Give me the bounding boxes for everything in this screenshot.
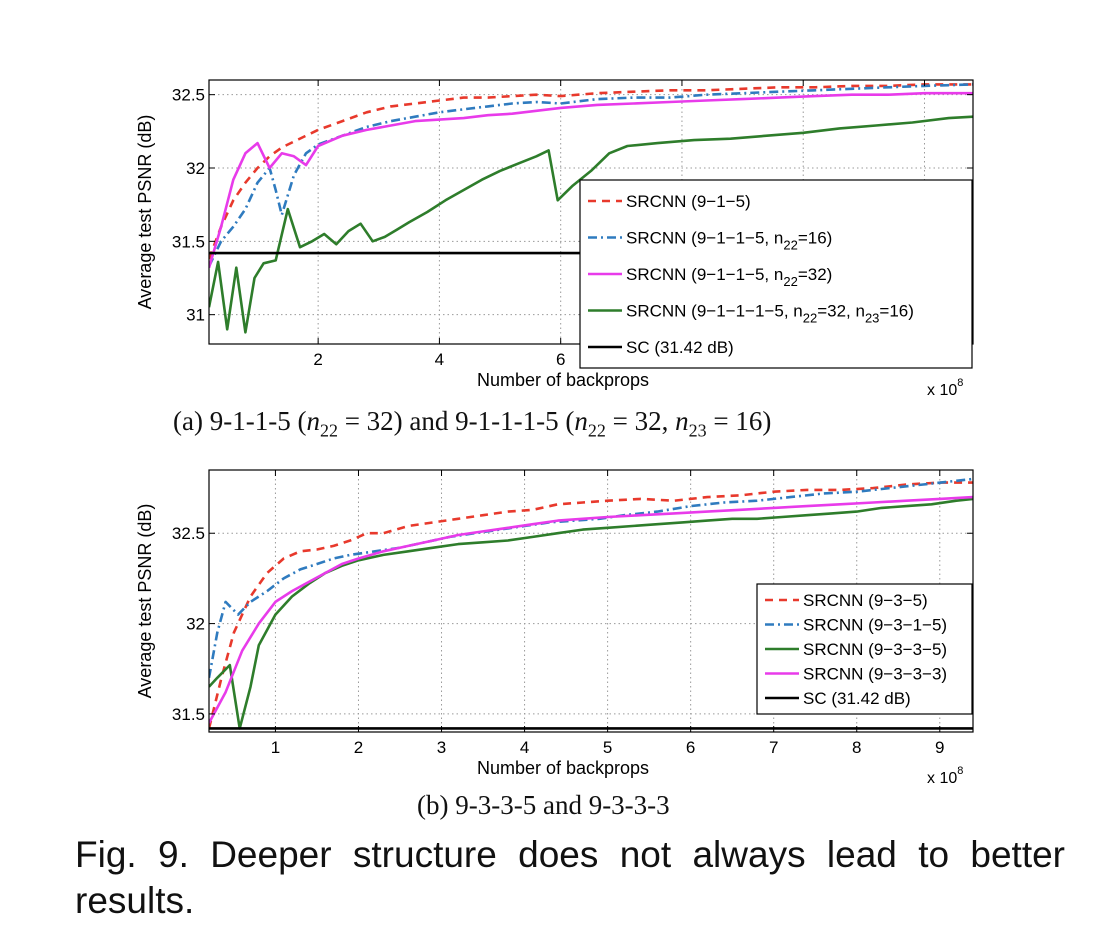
chart2-x-axis-label: Number of backprops <box>477 758 649 778</box>
chart1-legend-text: SRCNN (9−1−5) <box>626 192 751 211</box>
chart1-legend-text: SRCNN (9−1−1−1−5, n <box>626 302 803 321</box>
chart1-legend-text: SRCNN (9−1−1−5, n <box>626 229 783 248</box>
chart1-legend-text: =16) <box>798 229 833 248</box>
chart1-series-line-1 <box>209 83 973 260</box>
chart2-y-tick-label: 31.5 <box>172 705 205 724</box>
chart2-x-multiplier: x 108 <box>927 765 963 787</box>
chart1-legend-text: SC (31.42 dB) <box>626 338 734 357</box>
chart1-legend-label-1: SRCNN (9−1−5) <box>626 192 751 211</box>
chart1-legend-text: =32, n <box>817 302 865 321</box>
chart2-y-axis-label: Average test PSNR (dB) <box>135 504 155 699</box>
chart2-x-multiplier-exp: 8 <box>957 765 963 777</box>
chart2-y-tick-label: 32 <box>186 615 205 634</box>
chart2-x-tick-label: 7 <box>769 738 778 757</box>
chart1-legend-label-4: SRCNN (9−1−1−1−5, n22=32, n23=16) <box>626 302 914 326</box>
chart1-y-tick-label: 32 <box>186 159 205 178</box>
subcaption-b: (b) 9-3-3-5 and 9-3-3-3 <box>417 790 670 820</box>
chart2-legend-label-4: SRCNN (9−3−3−3) <box>803 665 947 684</box>
chart2-x-tick-label: 6 <box>686 738 695 757</box>
chart2-legend-text: SC (31.42 dB) <box>803 689 911 708</box>
chart1-x-multiplier-base: x 10 <box>927 382 957 399</box>
chart2-group: 1 2 3 4 5 6 7 8 9 31.5 32 32.5 Number of backprops Av… <box>135 469 974 787</box>
figure-caption: Fig. 9. Deeper structure does not always… <box>75 834 1065 921</box>
chart2-x-tick-label: 8 <box>852 738 861 757</box>
chart1-y-axis-label: Average test PSNR (dB) <box>135 115 155 310</box>
chart2-series-line-3 <box>209 497 973 730</box>
chart2-series-line-2 <box>209 477 973 679</box>
subcaption-a: (a) 9-1-1-5 (n22 = 32) and 9-1-1-1-5 (n2… <box>173 406 772 441</box>
chart2-axes-frame <box>208 469 974 733</box>
chart2-x-tick-label: 5 <box>603 738 612 757</box>
chart1-series-line-2 <box>209 83 973 267</box>
chart2-x-tick-label: 3 <box>437 738 446 757</box>
chart2-x-tick-label: 4 <box>520 738 529 757</box>
chart2-legend-label-5: SC (31.42 dB) <box>803 689 911 708</box>
chart1-legend-label-5: SC (31.42 dB) <box>626 338 734 357</box>
chart2-legend-text: SRCNN (9−3−1−5) <box>803 616 947 635</box>
chart1-y-tick-label: 31.5 <box>172 232 205 251</box>
chart1-y-tick-label: 31 <box>186 306 205 325</box>
chart1-legend-subscript: 22 <box>803 311 817 326</box>
chart1-x-multiplier: x 108 <box>927 377 963 399</box>
chart1-legend-label-2: SRCNN (9−1−1−5, n22=16) <box>626 229 832 253</box>
chart1-legend-subscript: 22 <box>783 274 797 289</box>
chart2-legend-text: SRCNN (9−3−5) <box>803 591 928 610</box>
chart1-x-axis-label: Number of backprops <box>477 370 649 390</box>
chart1-legend: SRCNN (9−1−5)SRCNN (9−1−1−5, n22=16)SRCN… <box>579 179 973 369</box>
chart1-legend-text: =32) <box>798 265 833 284</box>
chart1-series-line-4 <box>209 115 973 334</box>
chart2-x-multiplier-base: x 10 <box>927 770 957 787</box>
chart2-series-line-1 <box>209 481 973 729</box>
chart1-legend-box <box>579 179 973 369</box>
chart1-legend-label-3: SRCNN (9−1−1−5, n22=32) <box>626 265 832 289</box>
chart2-x-tick-label: 1 <box>271 738 280 757</box>
chart1-x-tick-label: 2 <box>313 350 322 369</box>
chart2-legend-label-2: SRCNN (9−3−1−5) <box>803 616 947 635</box>
chart2-legend-label-1: SRCNN (9−3−5) <box>803 591 928 610</box>
chart2-legend-label-3: SRCNN (9−3−3−5) <box>803 640 947 659</box>
chart2-legend-text: SRCNN (9−3−3−3) <box>803 665 947 684</box>
chart1-legend-subscript: 23 <box>865 311 879 326</box>
chart1-series-line-3 <box>209 91 973 269</box>
chart1-legend-text: SRCNN (9−1−1−5, n <box>626 265 783 284</box>
chart1-y-tick-label: 32.5 <box>172 86 205 105</box>
chart1-legend-text: =16) <box>879 302 914 321</box>
chart2-legend-text: SRCNN (9−3−3−5) <box>803 640 947 659</box>
chart1-legend-subscript: 22 <box>783 238 797 253</box>
chart2-y-tick-label: 32.5 <box>172 524 205 543</box>
chart2-legend: SRCNN (9−3−5) SRCNN (9−3−1−5) SRCNN (9−3−3… <box>756 583 973 715</box>
chart1-x-tick-label: 4 <box>435 350 444 369</box>
chart2-series-line-4 <box>209 495 973 724</box>
chart1-x-tick-label: 6 <box>556 350 565 369</box>
chart1-x-multiplier-exp: 8 <box>957 377 963 389</box>
chart2-x-tick-label: 2 <box>354 738 363 757</box>
chart2-x-tick-label: 9 <box>935 738 944 757</box>
